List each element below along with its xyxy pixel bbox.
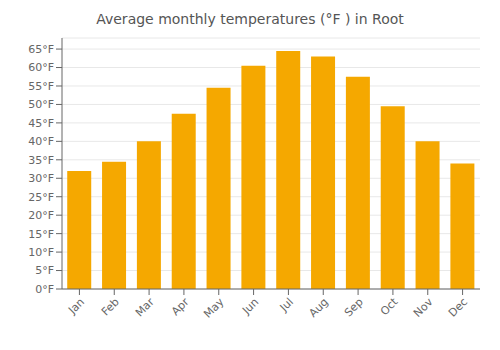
svg-text:Jun: Jun — [239, 295, 261, 317]
svg-text:Jul: Jul — [277, 295, 296, 314]
svg-text:20°F: 20°F — [28, 209, 54, 222]
svg-text:45°F: 45°F — [28, 117, 54, 130]
svg-text:30°F: 30°F — [28, 172, 54, 185]
svg-text:55°F: 55°F — [28, 80, 54, 93]
html-text:Average monthly temperatures (: Average monthly temperatures (°F ) in Ro… — [96, 11, 404, 27]
svg-text:25°F: 25°F — [28, 191, 54, 204]
svg-text:0°F: 0°F — [35, 283, 54, 296]
svg-text:5°F: 5°F — [35, 264, 54, 277]
svg-text:35°F: 35°F — [28, 154, 54, 167]
svg-text:Oct: Oct — [378, 295, 401, 318]
svg-text:65°F: 65°F — [28, 43, 54, 56]
svg-text:Dec: Dec — [446, 295, 470, 319]
svg-text:50°F: 50°F — [28, 98, 54, 111]
svg-text:10°F: 10°F — [28, 246, 54, 259]
svg-text:40°F: 40°F — [28, 135, 54, 148]
svg-text:Nov: Nov — [411, 295, 436, 320]
svg-text:Feb: Feb — [99, 295, 122, 318]
svg-text:Sep: Sep — [342, 295, 366, 319]
svg-text:Apr: Apr — [169, 295, 192, 318]
svg-text:Jan: Jan — [65, 295, 87, 317]
svg-text:60°F: 60°F — [28, 61, 54, 74]
svg-text:May: May — [201, 295, 227, 321]
svg-text:15°F: 15°F — [28, 228, 54, 241]
svg-text:Aug: Aug — [307, 295, 331, 319]
svg-text:Mar: Mar — [133, 295, 157, 319]
